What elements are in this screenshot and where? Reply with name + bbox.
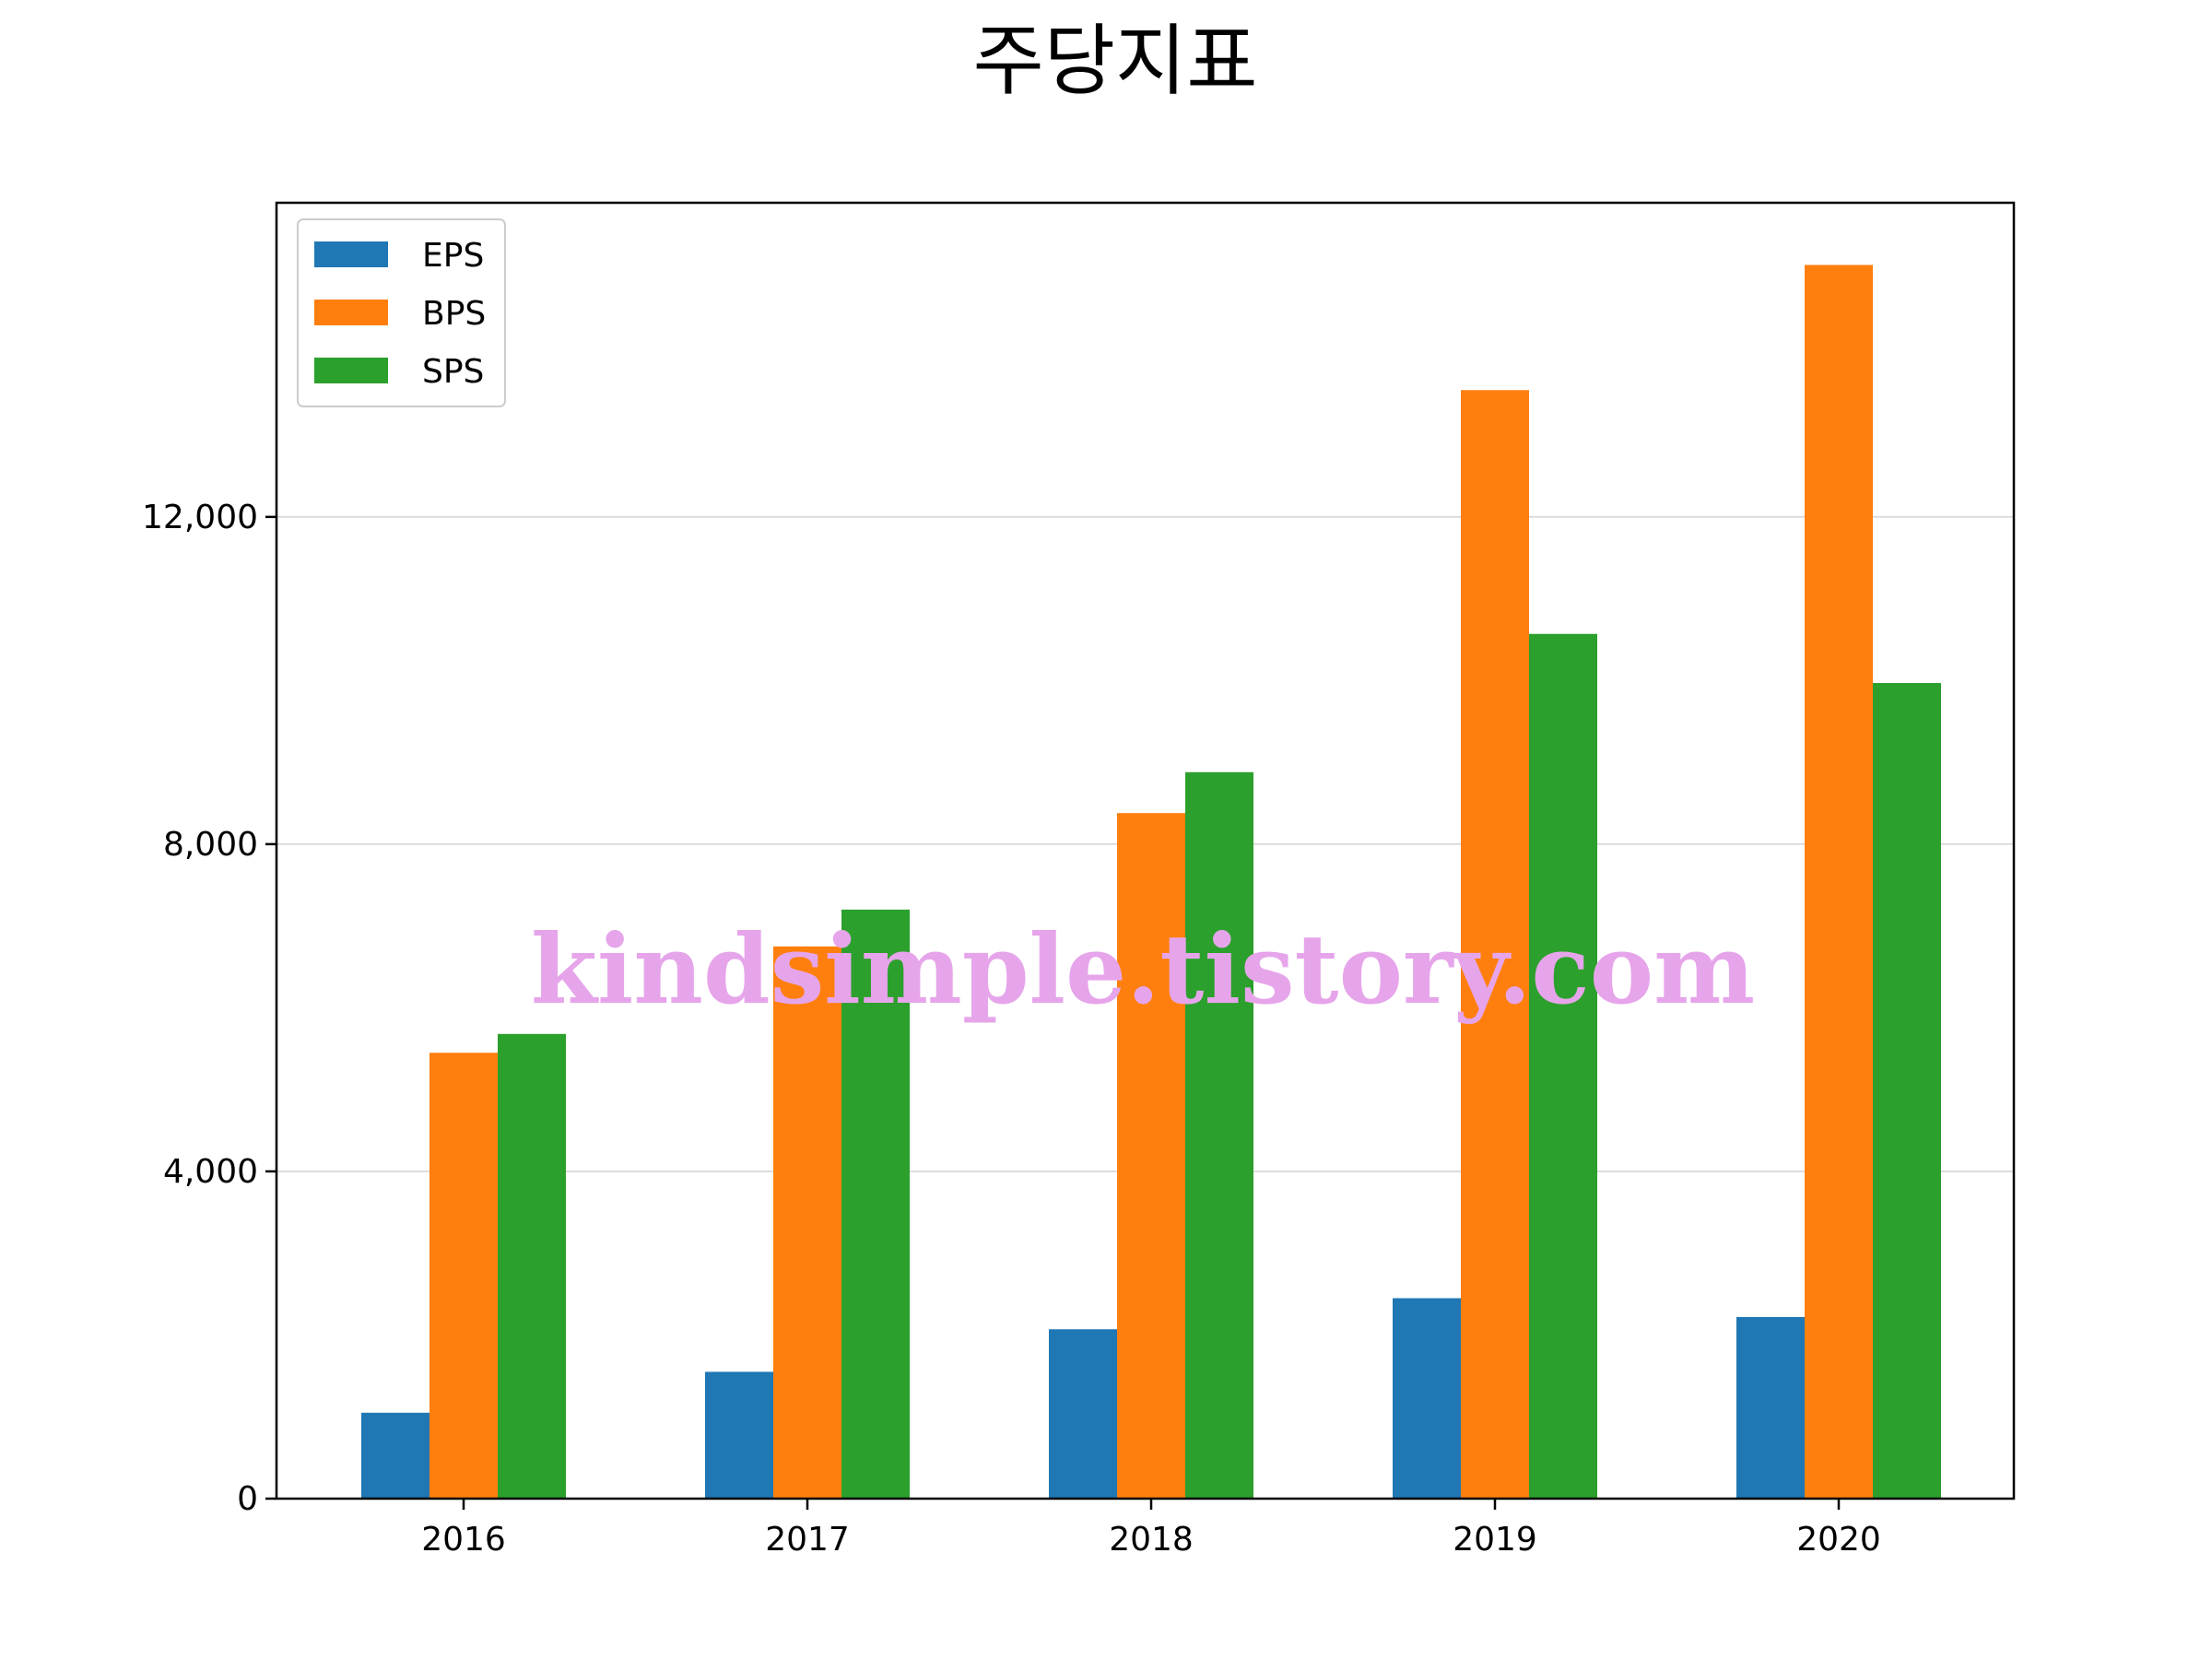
legend-label-bps: BPS — [422, 295, 486, 333]
bar-eps-2018 — [1049, 1329, 1117, 1499]
legend-swatch-sps — [314, 358, 388, 383]
legend-label-eps: EPS — [422, 237, 484, 275]
y-tick-label: 12,000 — [142, 499, 258, 536]
x-tick-label: 2017 — [765, 1521, 850, 1559]
y-tick-label: 4,000 — [163, 1153, 258, 1191]
bar-bps-2019 — [1461, 390, 1529, 1500]
bar-bps-2016 — [429, 1053, 498, 1499]
bar-bps-2020 — [1805, 265, 1873, 1499]
bar-eps-2017 — [705, 1371, 773, 1499]
x-tick-label: 2020 — [1796, 1521, 1881, 1559]
bar-sps-2019 — [1529, 633, 1597, 1499]
bar-bps-2017 — [773, 946, 841, 1499]
bar-sps-2016 — [498, 1033, 566, 1499]
legend: EPS BPS SPS — [297, 218, 506, 407]
x-tick-label: 2016 — [421, 1521, 506, 1559]
legend-label-sps: SPS — [422, 353, 484, 391]
y-tick-label: 8,000 — [163, 826, 258, 864]
x-tick-label: 2018 — [1109, 1521, 1194, 1559]
legend-swatch-eps — [314, 241, 388, 267]
watermark-text: kindsimple.tistory.com — [531, 912, 1755, 1026]
plot-frame — [275, 201, 2016, 1500]
bar-sps-2020 — [1873, 683, 1941, 1499]
bar-eps-2016 — [361, 1412, 429, 1499]
chart-title: 주당지표 — [972, 16, 1257, 106]
legend-swatch-bps — [314, 300, 388, 325]
y-axis: 0 4,000 8,000 12,000 — [142, 499, 276, 1518]
bars — [361, 265, 1941, 1500]
bar-bps-2018 — [1117, 813, 1185, 1499]
x-axis: 2016 2017 2018 2019 2020 — [421, 1499, 1881, 1559]
y-tick-label: 0 — [237, 1480, 258, 1518]
bar-eps-2020 — [1736, 1316, 1805, 1499]
bar-sps-2017 — [841, 909, 910, 1499]
bar-sps-2018 — [1185, 771, 1253, 1499]
x-tick-label: 2019 — [1453, 1521, 1537, 1559]
bar-eps-2019 — [1393, 1298, 1461, 1499]
